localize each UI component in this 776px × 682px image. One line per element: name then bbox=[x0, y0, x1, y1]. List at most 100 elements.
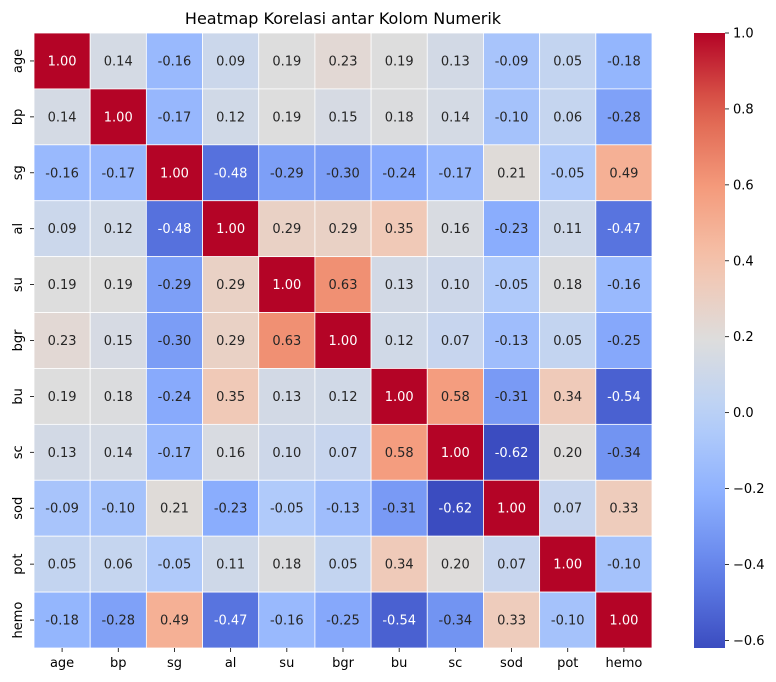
cell-value-label: -0.05 bbox=[158, 558, 192, 573]
heatmap-cell-al-sod bbox=[483, 200, 541, 258]
cell-value-label: 0.18 bbox=[104, 390, 133, 405]
heatmap-cell-bp-su bbox=[258, 88, 316, 146]
cell-value-label: 0.21 bbox=[497, 166, 526, 181]
cell-value-label: -0.47 bbox=[607, 222, 641, 237]
cell-value-label: -0.29 bbox=[158, 278, 192, 293]
heatmap-cell-age-sc bbox=[426, 32, 484, 90]
cell-value-label: 0.18 bbox=[553, 278, 582, 293]
cell-value-label: -0.31 bbox=[495, 390, 529, 405]
cell-value-label: -0.62 bbox=[439, 502, 473, 517]
cell-value-label: -0.09 bbox=[45, 502, 79, 517]
heatmap-cell-age-pot bbox=[539, 32, 597, 90]
y-tick-label-sg: sg bbox=[11, 165, 26, 180]
heatmap-cell-al-al bbox=[202, 200, 260, 258]
heatmap-cell-sod-bu bbox=[370, 479, 428, 537]
cell-value-label: -0.23 bbox=[214, 502, 248, 517]
heatmap-cell-sc-su bbox=[258, 423, 316, 481]
cell-value-label: 0.07 bbox=[553, 502, 582, 517]
heatmap-cell-sod-pot bbox=[539, 479, 597, 537]
cell-value-label: 0.19 bbox=[48, 278, 77, 293]
heatmap-cell-bu-bp bbox=[89, 368, 147, 425]
cell-value-label: -0.16 bbox=[270, 614, 304, 629]
cell-value-label: 0.13 bbox=[441, 54, 470, 69]
heatmap-cell-pot-age bbox=[33, 535, 91, 593]
heatmap-cell-sg-bgr bbox=[314, 144, 372, 202]
cell-value-label: 0.13 bbox=[385, 278, 414, 293]
y-tick-label-sod: sod bbox=[11, 497, 26, 520]
heatmap-cell-bu-hemo bbox=[595, 368, 653, 425]
cell-value-label: -0.16 bbox=[158, 54, 192, 69]
cell-value-label: 0.34 bbox=[385, 558, 414, 573]
cell-value-label: 0.11 bbox=[553, 222, 582, 237]
y-tick-label-sc: sc bbox=[11, 445, 26, 459]
cell-value-label: -0.10 bbox=[101, 502, 135, 517]
cell-value-label: 0.05 bbox=[329, 558, 358, 573]
heatmap-cell-bp-sg bbox=[145, 88, 203, 146]
cell-value-label: 0.19 bbox=[48, 390, 77, 405]
heatmap-cell-age-bp bbox=[89, 32, 147, 90]
heatmap-cell-hemo-sg bbox=[145, 591, 203, 649]
heatmap-cell-pot-bgr bbox=[314, 535, 372, 593]
cell-value-label: 0.23 bbox=[48, 334, 77, 349]
heatmap-cell-bu-bu bbox=[370, 368, 428, 425]
heatmap-cell-age-al bbox=[202, 32, 260, 90]
cell-value-label: -0.16 bbox=[45, 166, 79, 181]
cell-value-label: -0.09 bbox=[495, 54, 529, 69]
cell-value-label: -0.05 bbox=[495, 278, 529, 293]
heatmap-cell-sod-bgr bbox=[314, 479, 372, 537]
heatmap-cell-pot-sc bbox=[426, 535, 484, 593]
heatmap-cell-hemo-su bbox=[258, 591, 316, 649]
cell-value-label: 0.14 bbox=[441, 110, 470, 125]
x-tick-label-al: al bbox=[225, 656, 237, 671]
cell-value-label: -0.25 bbox=[326, 614, 360, 629]
x-tick-label-age: age bbox=[50, 656, 74, 671]
cell-value-label: 0.12 bbox=[216, 110, 245, 125]
heatmap-cell-pot-al bbox=[202, 535, 260, 593]
cell-value-label: 1.00 bbox=[104, 110, 133, 125]
cell-value-label: -0.10 bbox=[495, 110, 529, 125]
heatmap-cell-su-bgr bbox=[314, 256, 372, 313]
heatmap-cells bbox=[33, 32, 653, 649]
heatmap-cell-bgr-hemo bbox=[595, 312, 653, 369]
heatmap-cell-bu-sg bbox=[145, 368, 203, 425]
heatmap-cell-sg-sg bbox=[145, 144, 203, 202]
colorbar-tick-label: 0.8 bbox=[733, 102, 754, 117]
heatmap-cell-su-sod bbox=[483, 256, 541, 313]
heatmap-cell-sod-sg bbox=[145, 479, 203, 537]
heatmap-cell-sc-al bbox=[202, 423, 260, 481]
x-axis: age bp sg al su bgr bu sc sod pot hemo bbox=[50, 648, 642, 671]
colorbar-gradient bbox=[694, 33, 725, 648]
heatmap-cell-su-hemo bbox=[595, 256, 653, 313]
heatmap-cell-su-bp bbox=[89, 256, 147, 313]
cell-value-label: 0.20 bbox=[553, 446, 582, 461]
cell-value-label: -0.16 bbox=[607, 278, 641, 293]
heatmap-cell-pot-su bbox=[258, 535, 316, 593]
cell-value-label: 0.07 bbox=[497, 558, 526, 573]
y-tick-label-hemo: hemo bbox=[11, 602, 26, 639]
heatmap-cell-sc-sc bbox=[426, 423, 484, 481]
cell-value-label: -0.47 bbox=[214, 614, 248, 629]
heatmap-cell-sod-sc bbox=[426, 479, 484, 537]
cell-value-label: -0.34 bbox=[607, 446, 641, 461]
heatmap-cell-age-hemo bbox=[595, 32, 653, 90]
cell-value-label: 0.15 bbox=[329, 110, 358, 125]
cell-value-label: 0.05 bbox=[553, 334, 582, 349]
heatmap-cell-bp-pot bbox=[539, 88, 597, 146]
heatmap-cell-bp-sc bbox=[426, 88, 484, 146]
cell-value-label: -0.30 bbox=[326, 166, 360, 181]
cell-value-label: 1.00 bbox=[216, 222, 245, 237]
cell-value-label: 1.00 bbox=[160, 166, 189, 181]
heatmap-cell-bu-al bbox=[202, 368, 260, 425]
heatmap-cell-hemo-pot bbox=[539, 591, 597, 649]
x-tick-label-sg: sg bbox=[167, 656, 182, 671]
cell-value-label: 0.49 bbox=[160, 614, 189, 629]
cell-value-label: 0.06 bbox=[553, 110, 582, 125]
heatmap-cell-sg-hemo bbox=[595, 144, 653, 202]
cell-value-label: 1.00 bbox=[272, 278, 301, 293]
cell-value-label: 0.12 bbox=[104, 222, 133, 237]
cell-value-label: 0.09 bbox=[216, 54, 245, 69]
cell-value-label: 0.49 bbox=[609, 166, 638, 181]
heatmap-cell-sc-bp bbox=[89, 423, 147, 481]
heatmap-cell-su-age bbox=[33, 256, 91, 313]
cell-value-label: 0.33 bbox=[497, 614, 526, 629]
